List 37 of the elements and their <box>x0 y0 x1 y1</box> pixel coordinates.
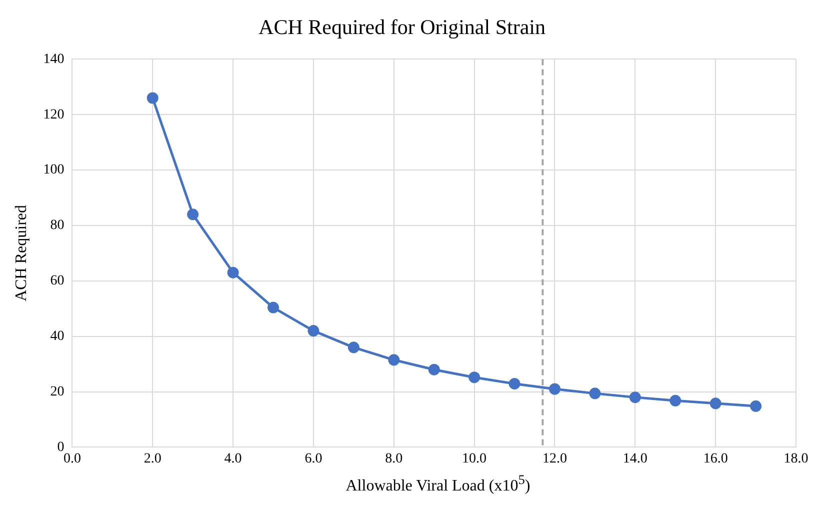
point <box>428 364 440 376</box>
x-tick-label: 6.0 <box>304 451 322 466</box>
x-tick-label: 8.0 <box>385 451 403 466</box>
point <box>227 266 239 278</box>
y-tick-label: 100 <box>43 162 64 178</box>
x-tick-label: 2.0 <box>144 451 162 466</box>
point <box>548 383 560 395</box>
x-tick-label: 16.0 <box>703 451 728 466</box>
point <box>750 400 762 412</box>
y-tick-label: 20 <box>50 384 64 400</box>
x-tick-label: 0.0 <box>63 451 81 466</box>
y-tick-label: 40 <box>50 329 64 344</box>
y-tick-label: 140 <box>43 52 64 67</box>
point <box>388 354 400 366</box>
y-tick-label: 0 <box>57 440 64 455</box>
x-axis-title: Allowable Viral Load (x10$^{5}$) <box>344 472 532 496</box>
x-tick-label: 18.0 <box>784 451 808 466</box>
x-tick-label: 14.0 <box>622 451 648 466</box>
y-tick-label: 60 <box>50 274 64 289</box>
y-axis-title: ACH Required <box>12 204 30 302</box>
point <box>348 342 360 354</box>
point <box>268 302 280 314</box>
point <box>629 392 641 404</box>
point <box>146 92 158 104</box>
point <box>468 372 480 384</box>
point <box>589 388 601 400</box>
y-tick-label: 80 <box>50 218 64 234</box>
y-tick-label: 120 <box>43 107 64 122</box>
point <box>710 398 722 410</box>
x-tick-label: 4.0 <box>224 451 242 466</box>
point <box>187 208 199 220</box>
point <box>308 325 320 337</box>
chart-title: ACH Required for Original Strain <box>258 15 546 40</box>
point <box>508 378 520 390</box>
x-tick-label: 12.0 <box>542 451 567 466</box>
point <box>670 394 682 406</box>
x-tick-label: 10.0 <box>462 451 487 466</box>
